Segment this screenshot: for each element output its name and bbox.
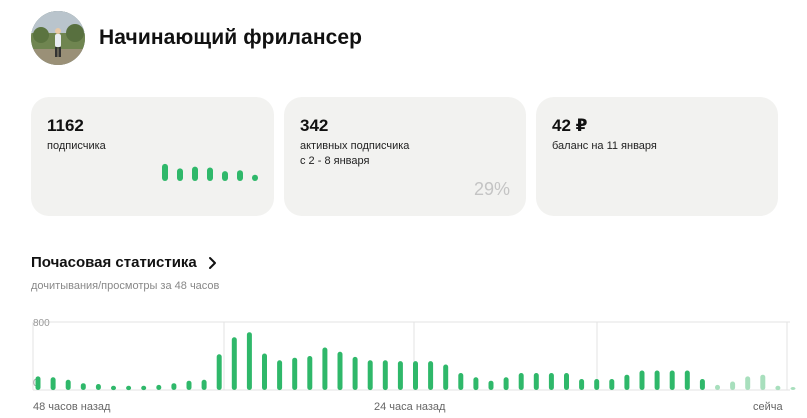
- chart-bar[interactable]: [277, 360, 283, 391]
- chart-bar[interactable]: [322, 347, 328, 391]
- subscribers-card[interactable]: 1162 подписчика: [31, 97, 274, 216]
- chart-bar[interactable]: [216, 354, 222, 390]
- chart-bar[interactable]: [624, 374, 630, 390]
- chart-bar[interactable]: [126, 385, 132, 391]
- avatar-photo: [31, 11, 85, 65]
- section-subtitle: дочитывания/просмотры за 48 часов: [31, 280, 220, 292]
- chart-bar[interactable]: [488, 380, 494, 390]
- trend-bar: [237, 170, 243, 181]
- chart-bar[interactable]: [231, 337, 237, 390]
- chart-bar[interactable]: [594, 379, 600, 390]
- balance-amount: 42 ₽: [552, 116, 588, 135]
- chart-bar[interactable]: [156, 384, 162, 390]
- page-title: Начинающий фрилансер: [99, 26, 363, 49]
- chart-bar[interactable]: [367, 360, 373, 391]
- chart-bar[interactable]: [50, 377, 56, 391]
- active-subscribers-count: 342: [300, 116, 329, 135]
- chart-bar[interactable]: [609, 379, 615, 390]
- subscribers-trend-bars: [162, 163, 258, 181]
- chevron-right-icon: [208, 256, 216, 269]
- active-percent: 29%: [473, 179, 510, 199]
- chart-bar[interactable]: [262, 353, 267, 391]
- chart-bar[interactable]: [790, 387, 796, 390]
- trend-bar: [252, 174, 258, 181]
- chart-bar[interactable]: [458, 373, 464, 390]
- chart-bar[interactable]: [307, 356, 313, 390]
- chart-bar[interactable]: [65, 379, 71, 390]
- chart-bar[interactable]: [201, 379, 207, 390]
- active-subscribers-label: активных подписчика с 2 - 8 января: [300, 140, 410, 167]
- chart-bar[interactable]: [382, 360, 388, 391]
- active-subscribers-card[interactable]: 342 активных подписчика с 2 - 8 января 2…: [284, 97, 526, 216]
- chart-bar[interactable]: [186, 380, 192, 390]
- chart-bar[interactable]: [246, 332, 252, 390]
- chart-bar[interactable]: [80, 383, 86, 390]
- chart-bar[interactable]: [352, 356, 358, 390]
- chart-bar[interactable]: [171, 383, 177, 390]
- balance-card[interactable]: 42 ₽ баланс на 11 января: [536, 97, 778, 216]
- trend-bar: [162, 163, 168, 181]
- profile-header: Начинающий фрилансер: [31, 11, 362, 65]
- chart-bar[interactable]: [579, 379, 585, 390]
- chart-bar[interactable]: [760, 374, 766, 390]
- avatar[interactable]: [31, 11, 85, 65]
- chart-bar[interactable]: [397, 361, 403, 390]
- subscribers-label: подписчика: [47, 140, 106, 152]
- section-title: Почасовая статистика: [31, 254, 197, 271]
- chart-bar[interactable]: [111, 385, 116, 391]
- chart-bar[interactable]: [715, 384, 720, 390]
- chart-bar[interactable]: [684, 370, 690, 391]
- chart-bar[interactable]: [95, 384, 101, 390]
- trend-bar: [222, 171, 228, 181]
- chart-bar[interactable]: [503, 377, 509, 391]
- chart-bar[interactable]: [654, 370, 660, 391]
- chart-bar[interactable]: [533, 373, 539, 390]
- chart-bar[interactable]: [443, 364, 449, 391]
- chart-bar[interactable]: [35, 376, 41, 390]
- chart-bar[interactable]: [141, 385, 147, 391]
- chart-bar[interactable]: [413, 361, 418, 390]
- chart-bar[interactable]: [548, 373, 554, 390]
- trend-bar: [177, 168, 183, 181]
- chart-bar[interactable]: [745, 376, 751, 390]
- x-tick-label: 48 часов назад: [33, 401, 111, 413]
- x-tick-label: 24 часа назад: [374, 401, 446, 413]
- chart-bar[interactable]: [730, 381, 736, 391]
- balance-label: баланс на 11 января: [552, 140, 657, 152]
- trend-bar: [207, 167, 213, 181]
- chart-bar[interactable]: [337, 351, 343, 391]
- chart-bar[interactable]: [775, 385, 781, 391]
- y-tick-label: 800: [33, 318, 50, 329]
- chart-bar[interactable]: [292, 357, 298, 390]
- chart-bar[interactable]: [428, 361, 434, 390]
- x-tick-label: сейча: [753, 401, 783, 413]
- chart-bar[interactable]: [699, 379, 705, 390]
- chart-bar[interactable]: [564, 373, 569, 390]
- subscribers-count: 1162: [47, 116, 84, 135]
- trend-bar: [192, 166, 198, 181]
- hourly-stats-link[interactable]: Почасовая статистика: [31, 254, 219, 271]
- chart-bar[interactable]: [669, 370, 675, 391]
- chart-bar[interactable]: [473, 377, 479, 391]
- chart-bar[interactable]: [518, 373, 524, 390]
- chart-bar[interactable]: [639, 370, 645, 391]
